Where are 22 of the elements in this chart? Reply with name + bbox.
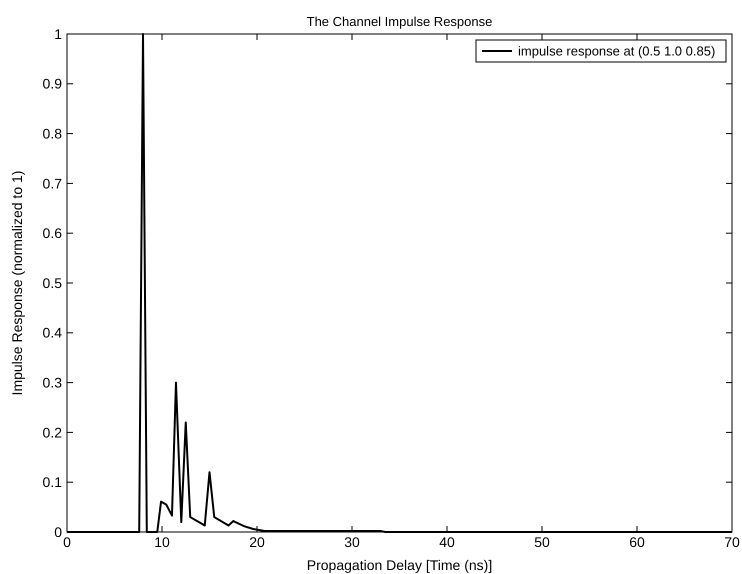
y-tick-label: 1 — [54, 26, 62, 42]
y-tick-label: 0.1 — [42, 474, 62, 490]
y-tick-label: 0.9 — [42, 76, 62, 92]
x-tick-label: 20 — [249, 534, 265, 550]
x-axis-title: Propagation Delay [Time (ns)] — [306, 557, 492, 573]
y-tick-label: 0.3 — [42, 374, 62, 390]
x-tick-label: 50 — [534, 534, 550, 550]
chart-title: The Channel Impulse Response — [306, 14, 492, 29]
y-tick-label: 0.5 — [42, 274, 62, 291]
x-tick-label: 40 — [439, 534, 455, 550]
y-tick-label: 0.4 — [42, 324, 62, 341]
x-tick-label: 10 — [154, 534, 170, 550]
y-tick-label: 0 — [54, 524, 62, 540]
y-tick-label: 0.2 — [42, 424, 62, 440]
x-tick-label: 30 — [344, 534, 360, 550]
y-tick-label: 0.6 — [42, 225, 62, 242]
y-tick-label: 0.7 — [42, 175, 62, 192]
y-tick-label: 0.8 — [42, 126, 62, 142]
x-tick-label: 70 — [724, 534, 740, 550]
legend-label: impulse response at (0.5 1.0 0.85) — [518, 44, 716, 59]
x-tick-label: 60 — [629, 534, 645, 550]
y-axis-title: Impulse Response (normalized to 1) — [9, 170, 25, 396]
